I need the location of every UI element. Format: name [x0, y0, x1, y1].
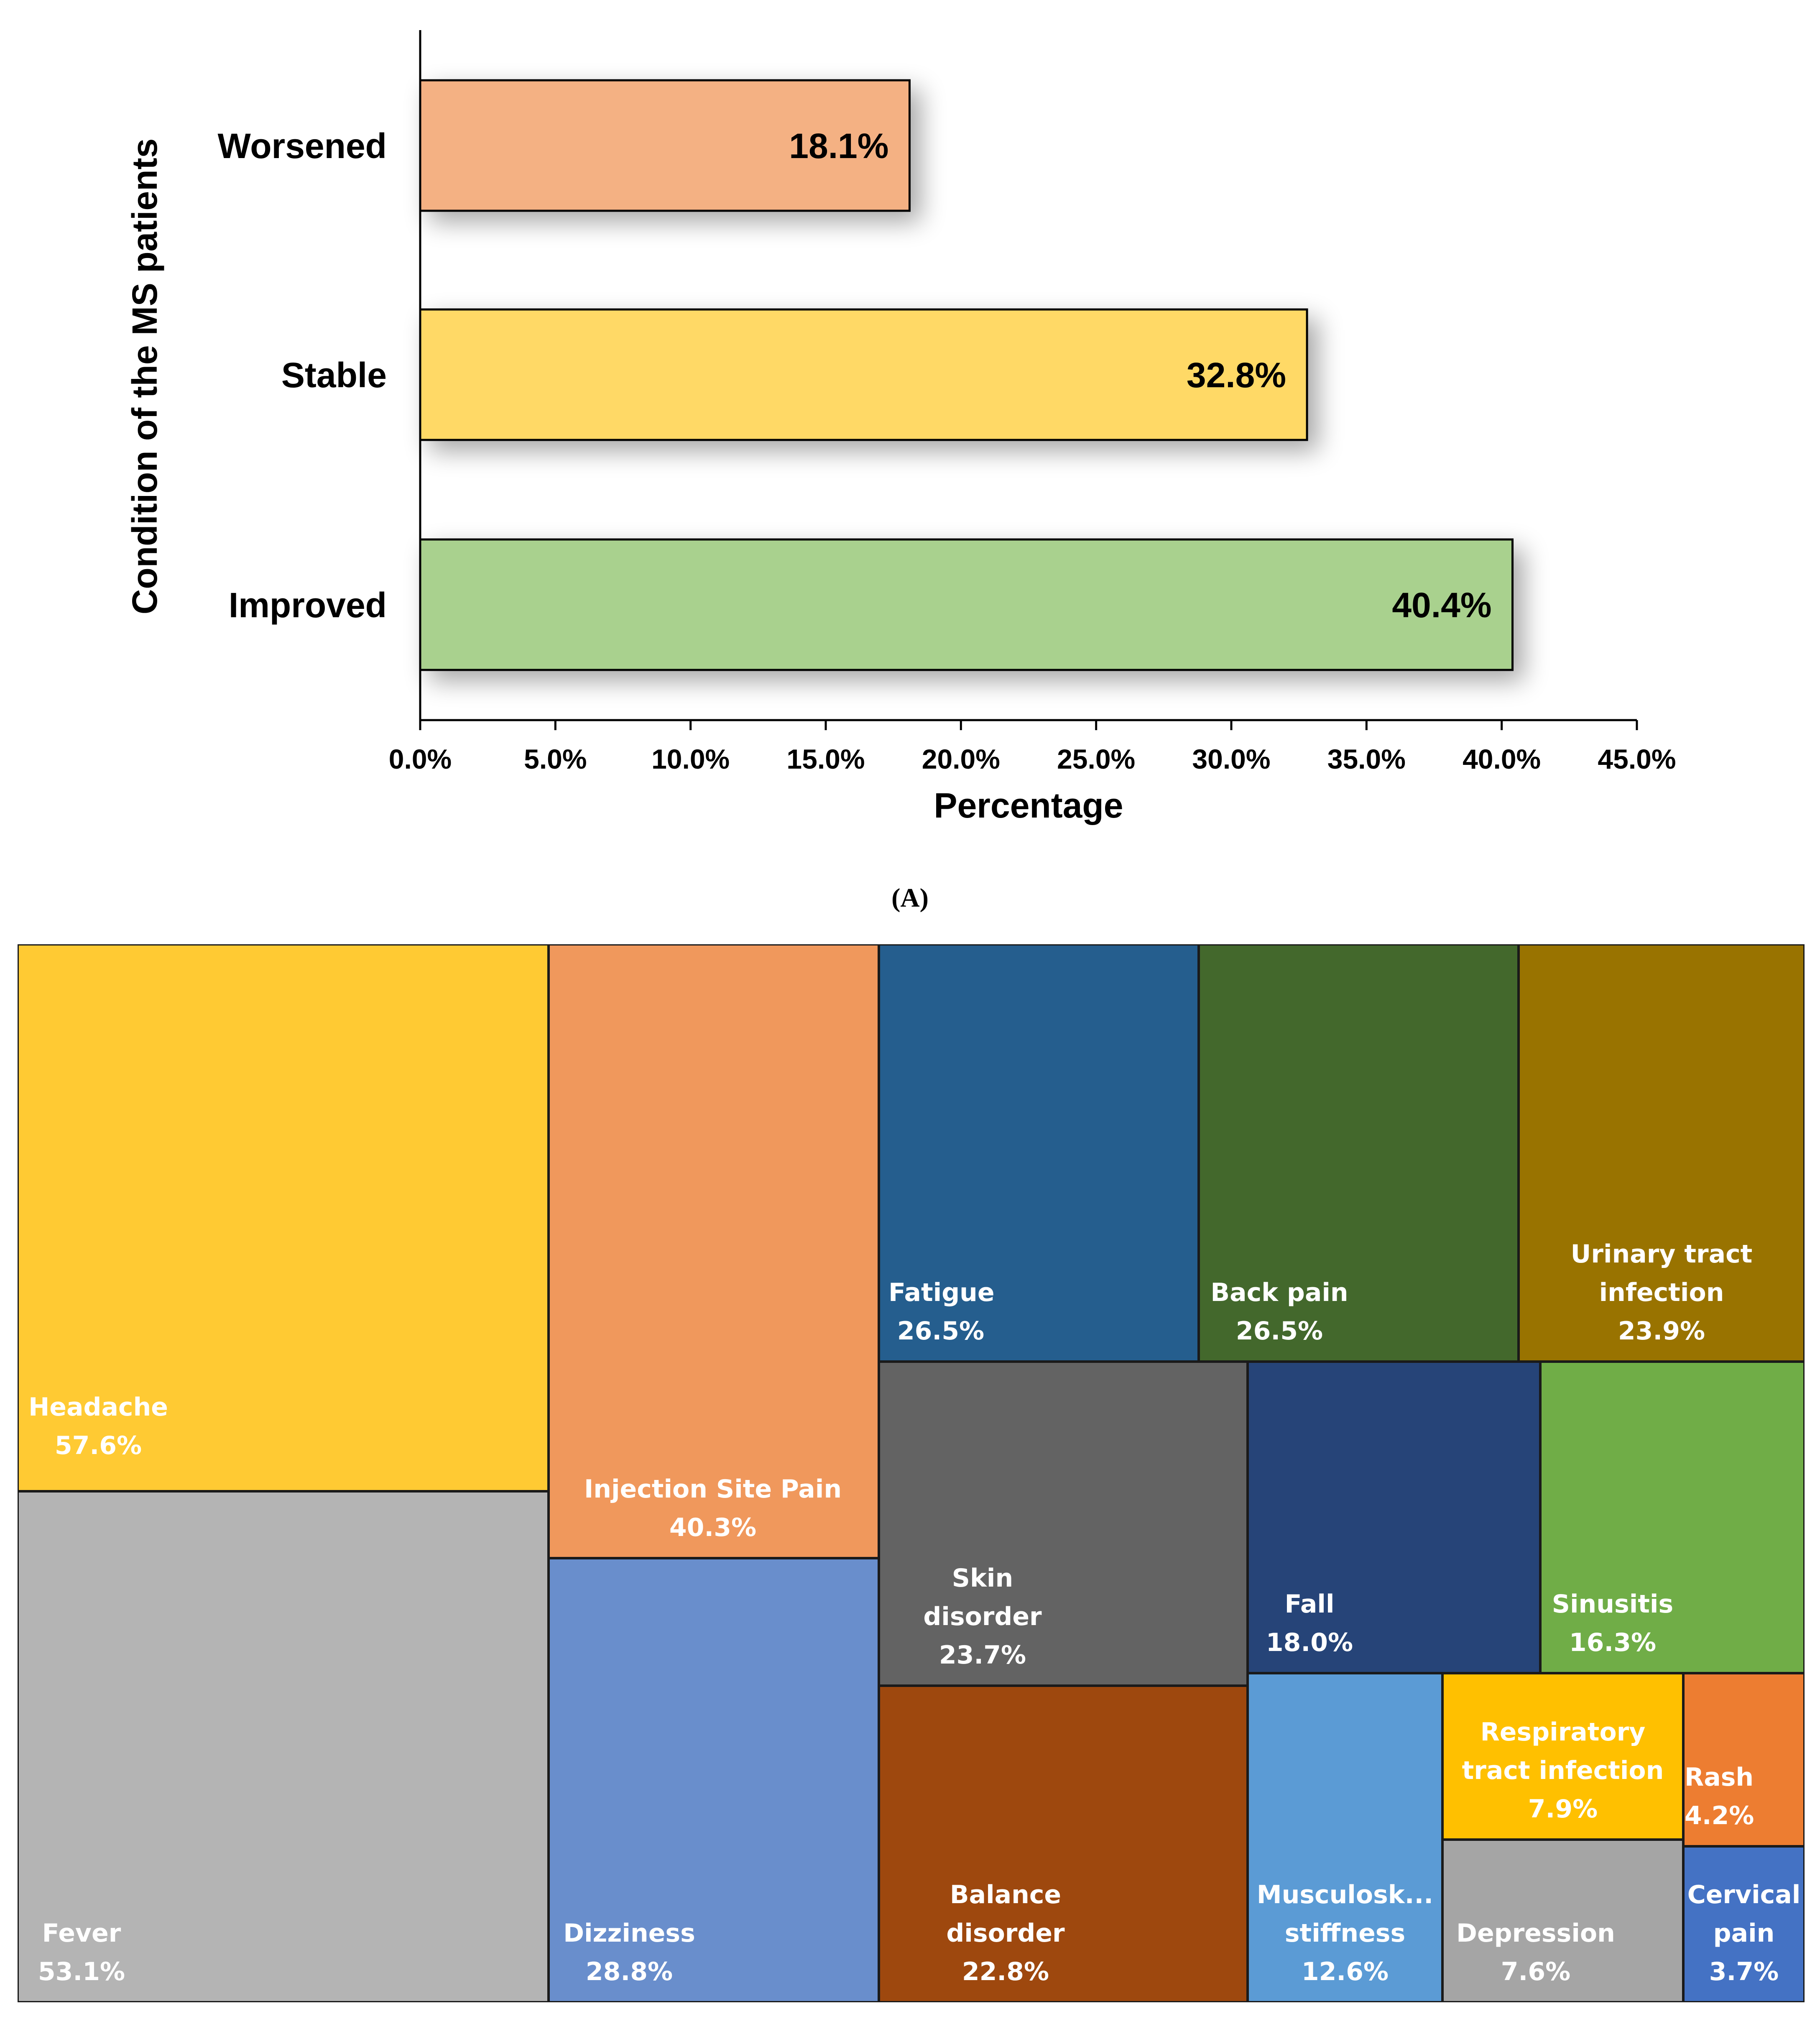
x-tick-label: 45.0%	[1598, 744, 1676, 774]
treemap-category-name: infection	[1599, 1278, 1724, 1307]
y-axis-title: Condition of the MS patients	[125, 138, 164, 615]
treemap-tile-label: Fatigue 26.5%	[888, 1273, 995, 1350]
x-tick-label: 20.0%	[922, 744, 1000, 774]
treemap-category-name: Fall	[1284, 1590, 1335, 1619]
treemap-tile: Headache 57.6%	[18, 944, 549, 1491]
treemap-tile-label: Rash 4.2%	[1685, 1758, 1754, 1835]
category-label: Worsened	[217, 126, 387, 166]
bar-stable	[419, 308, 1308, 441]
x-tick-label: 25.0%	[1057, 744, 1135, 774]
category-label: Stable	[281, 355, 387, 395]
treemap-category-value: 12.6%	[1301, 1957, 1389, 1986]
treemap-tile: Musculosk... stiffness 12.6%	[1248, 1673, 1442, 2002]
treemap-tile-label: Depression 7.6%	[1452, 1914, 1619, 1991]
category-label: Improved	[229, 585, 387, 625]
treemap-tile: Fever 53.1%	[18, 1491, 549, 2002]
x-tick-label: 5.0%	[524, 744, 587, 774]
treemap-category-name: Injection Site Pain	[584, 1475, 842, 1504]
treemap-tile: Dizziness 28.8%	[549, 1558, 879, 2002]
treemap-category-name: Back pain	[1210, 1278, 1348, 1307]
treemap-category-name: tract infection	[1462, 1756, 1664, 1785]
treemap-category-value: 26.5%	[897, 1316, 985, 1346]
treemap-tile-label: Balance disorder 22.8%	[888, 1876, 1123, 1991]
treemap-category-name: Skin disorder	[923, 1564, 1042, 1631]
treemap-category-name: pain	[1713, 1919, 1775, 1948]
treemap-category-value: 26.5%	[1235, 1316, 1323, 1346]
treemap-tile-label: Fever 53.1%	[27, 1914, 136, 1991]
adverse-events-treemap: Headache 57.6% Fever 53.1% Injection Site Pa…	[18, 944, 1805, 2002]
bar-value-label: 18.1%	[789, 126, 888, 166]
treemap-category-value: 23.9%	[1618, 1316, 1705, 1346]
treemap-category-value: 7.9%	[1528, 1794, 1598, 1824]
treemap-tile: Cervical pain 3.7%	[1683, 1846, 1805, 2002]
treemap-category-name: Depression	[1456, 1919, 1615, 1948]
figure-caption-a: (A)	[891, 883, 929, 912]
treemap-category-value: 28.8%	[585, 1957, 673, 1986]
condition-bar-chart: 18.1% Worsened 32.8% Stable 40.4% Improved 0.…	[125, 30, 1676, 825]
treemap-tile: Urinary tract infection 23.9%	[1519, 944, 1805, 1362]
treemap-tile: Skin disorder 23.7%	[879, 1362, 1248, 1686]
bar-value-label: 40.4%	[1392, 585, 1491, 625]
treemap-category-name: Headache	[28, 1393, 168, 1422]
treemap-category-name: Fatigue	[888, 1278, 995, 1307]
x-tick-label: 15.0%	[786, 744, 865, 774]
treemap-category-name: Cervical	[1687, 1880, 1801, 1909]
treemap-category-name: Dizziness	[563, 1919, 695, 1948]
treemap-category-value: 3.7%	[1709, 1957, 1779, 1986]
treemap-tile-label: Musculosk... stiffness 12.6%	[1249, 1876, 1441, 1991]
bar-value-label: 32.8%	[1187, 355, 1286, 395]
treemap-category-name: Musculosk...	[1256, 1880, 1434, 1909]
treemap-tile-label: Fall 18.0%	[1257, 1585, 1362, 1662]
x-tick-label: 30.0%	[1192, 744, 1270, 774]
x-tick-label: 40.0%	[1463, 744, 1541, 774]
treemap-category-name: Sinusitis	[1552, 1590, 1674, 1619]
x-axis-title: Percentage	[934, 786, 1123, 825]
treemap-category-value: 40.3%	[669, 1513, 757, 1542]
treemap-category-value: 16.3%	[1569, 1628, 1657, 1657]
treemap-category-name: Balance disorder	[946, 1880, 1065, 1948]
x-tick-label: 0.0%	[389, 744, 452, 774]
bar-worsened	[419, 79, 911, 212]
treemap-tile: Back pain 26.5%	[1199, 944, 1519, 1362]
treemap-tile-label: Injection Site Pain 40.3%	[558, 1470, 868, 1547]
treemap-tile-label: Sinusitis 16.3%	[1550, 1585, 1675, 1662]
treemap-tile-label: Respiratory tract infection 7.9%	[1444, 1713, 1682, 1828]
x-tick-label: 35.0%	[1327, 744, 1406, 774]
treemap-category-name: stiffness	[1284, 1919, 1406, 1948]
treemap-category-value: 23.7%	[939, 1641, 1026, 1670]
bar-improved	[419, 538, 1514, 671]
treemap-category-name: Fever	[42, 1919, 121, 1948]
treemap-category-value: 7.6%	[1501, 1957, 1571, 1986]
treemap-tile-label: Urinary tract infection 23.9%	[1520, 1235, 1803, 1350]
treemap-tile: Respiratory tract infection 7.9%	[1442, 1673, 1683, 1840]
treemap-category-name: Respiratory	[1480, 1717, 1646, 1747]
x-tick-label: 10.0%	[651, 744, 730, 774]
treemap-category-name: Urinary tract	[1570, 1240, 1753, 1269]
treemap-category-value: 22.8%	[962, 1957, 1049, 1986]
treemap-category-name: Rash	[1685, 1763, 1754, 1792]
treemap-tile: Injection Site Pain 40.3%	[549, 944, 879, 1558]
treemap-tile: Sinusitis 16.3%	[1540, 1362, 1805, 1673]
treemap-tile: Rash 4.2%	[1683, 1673, 1805, 1846]
treemap-tile: Depression 7.6%	[1442, 1840, 1683, 2002]
treemap-tile: Fatigue 26.5%	[879, 944, 1199, 1362]
treemap-tile-label: Headache 57.6%	[27, 1388, 169, 1465]
treemap-tile-label: Cervical pain 3.7%	[1685, 1876, 1803, 1991]
treemap-category-value: 4.2%	[1685, 1801, 1754, 1830]
treemap-tile-label: Dizziness 28.8%	[558, 1914, 700, 1991]
treemap-tile: Fall 18.0%	[1248, 1362, 1540, 1673]
treemap-category-value: 18.0%	[1266, 1628, 1353, 1657]
treemap-category-value: 57.6%	[54, 1431, 142, 1460]
treemap-category-value: 53.1%	[38, 1957, 125, 1986]
treemap-tile-label: Skin disorder 23.7%	[888, 1559, 1077, 1674]
treemap-tile: Balance disorder 22.8%	[879, 1686, 1248, 2002]
treemap-tile-label: Back pain 26.5%	[1208, 1273, 1350, 1350]
